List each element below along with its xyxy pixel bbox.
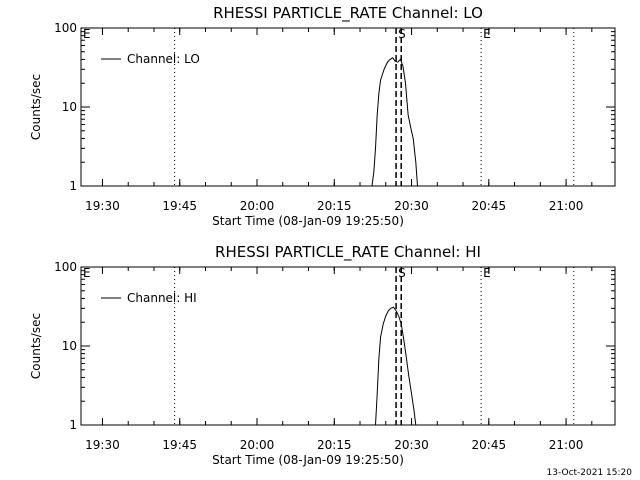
- x-tick-label: 19:30: [85, 438, 120, 452]
- chart-panel-1: RHESSI PARTICLE_RATE Channel: LO 1 10 100 19…: [29, 4, 616, 228]
- legend-label: Channel: HI: [127, 291, 197, 305]
- chart-panel-2: RHESSI PARTICLE_RATE Channel: HI 1 10 100 19…: [29, 243, 616, 467]
- y-tick-label: 10: [62, 339, 77, 353]
- legend: Channel: LO: [101, 52, 200, 66]
- x-tick-label: 20:00: [240, 199, 275, 213]
- x-tick-label: 20:45: [472, 438, 507, 452]
- footer-timestamp: 13-Oct-2021 15:20: [546, 468, 632, 478]
- x-axis-label: Start Time (08-Jan-09 19:25:50): [212, 214, 404, 228]
- legend: Channel: HI: [101, 291, 197, 305]
- y-axis-label: Counts/sec: [29, 313, 43, 379]
- event-marker-label-e: E: [83, 266, 91, 280]
- y-tick-label: 1: [69, 179, 77, 193]
- chart-title: RHESSI PARTICLE_RATE Channel: HI: [215, 243, 481, 262]
- event-marker-label-e: E: [483, 266, 491, 280]
- chart-title: RHESSI PARTICLE_RATE Channel: LO: [213, 4, 483, 23]
- x-tick-label: 19:45: [162, 199, 197, 213]
- x-tick-label: 20:45: [472, 199, 507, 213]
- x-tick-label: 21:00: [549, 199, 584, 213]
- x-tick-label: 19:45: [162, 438, 197, 452]
- y-axis-label: Counts/sec: [29, 74, 43, 140]
- y-tick-label: 100: [54, 260, 77, 274]
- x-axis-label: Start Time (08-Jan-09 19:25:50): [212, 453, 404, 467]
- x-tick-label: 20:30: [394, 438, 429, 452]
- x-tick-label: 20:00: [240, 438, 275, 452]
- y-tick-label: 1: [69, 418, 77, 432]
- x-tick-label: 20:15: [317, 438, 352, 452]
- legend-label: Channel: LO: [127, 52, 200, 66]
- y-tick-label: 100: [54, 21, 77, 35]
- series-line-1: [375, 306, 417, 426]
- y-tick-label: 10: [62, 100, 77, 114]
- x-tick-label: 19:30: [85, 199, 120, 213]
- event-marker-label-e: E: [483, 27, 491, 41]
- x-tick-label: 20:15: [317, 199, 352, 213]
- x-tick-label: 21:00: [549, 438, 584, 452]
- series-line-1: [371, 57, 418, 187]
- event-marker-label-e: E: [83, 27, 91, 41]
- x-tick-label: 20:30: [394, 199, 429, 213]
